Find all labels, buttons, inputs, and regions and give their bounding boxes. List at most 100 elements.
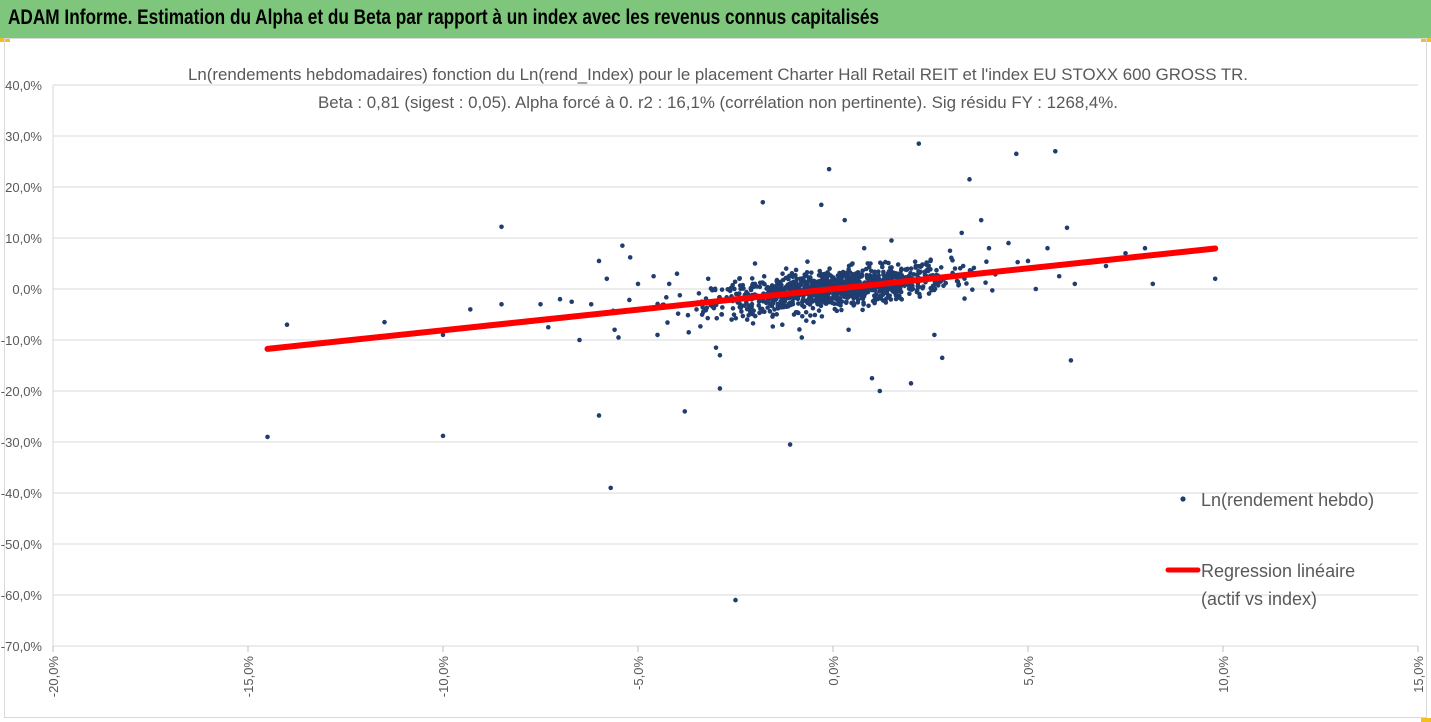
data-point xyxy=(798,282,804,287)
data-point xyxy=(810,305,816,311)
data-point xyxy=(860,307,865,313)
data-point xyxy=(803,309,809,315)
data-point xyxy=(440,433,446,439)
data-point xyxy=(819,314,825,319)
data-point xyxy=(730,306,736,311)
data-point xyxy=(803,318,809,323)
data-point xyxy=(775,303,781,309)
data-point xyxy=(765,284,771,290)
data-point xyxy=(818,302,823,307)
x-axis: -20,0% -15,0% -10,0% -5,0% 0,0% 5,0% 10,0% 15,0… xyxy=(46,645,1426,697)
data-point xyxy=(793,267,799,273)
data-point xyxy=(682,409,688,414)
data-point xyxy=(1053,149,1058,154)
x-tick-label: 10,0% xyxy=(1216,656,1231,693)
data-point xyxy=(877,388,883,394)
data-point xyxy=(868,268,874,274)
data-point xyxy=(677,292,683,298)
data-point xyxy=(887,293,892,298)
data-point xyxy=(804,269,810,275)
data-point xyxy=(719,312,724,317)
data-point xyxy=(886,269,892,274)
data-point xyxy=(864,274,870,279)
data-point xyxy=(284,322,290,328)
data-point xyxy=(835,277,840,282)
legend-label-line-2: (actif vs index) xyxy=(1201,589,1317,609)
data-point xyxy=(801,304,807,310)
data-point xyxy=(651,273,656,279)
data-point xyxy=(899,266,904,272)
data-point xyxy=(866,303,871,309)
data-point xyxy=(917,270,922,276)
data-point xyxy=(816,308,822,313)
data-point xyxy=(700,305,705,310)
data-point xyxy=(990,288,995,293)
data-point xyxy=(855,300,861,305)
data-point xyxy=(756,303,762,308)
chart-title-line1: Ln(rendements hebdomadaires) fonction du… xyxy=(188,65,1248,84)
data-point xyxy=(861,302,866,307)
data-point xyxy=(824,275,830,280)
data-point xyxy=(774,312,780,317)
data-point xyxy=(816,272,822,278)
data-point xyxy=(960,263,966,269)
data-point xyxy=(970,287,975,292)
data-point xyxy=(860,268,866,273)
data-point xyxy=(911,272,917,277)
data-point xyxy=(733,315,739,321)
data-point xyxy=(896,274,902,279)
legend-label-points: Ln(rendement hebdo) xyxy=(1201,490,1374,510)
data-point xyxy=(774,279,780,284)
data-point xyxy=(895,262,901,267)
data-point xyxy=(655,332,660,338)
data-point xyxy=(986,245,992,251)
data-point xyxy=(752,261,758,266)
data-point xyxy=(859,292,865,298)
data-point xyxy=(761,281,767,286)
chart-frame xyxy=(4,38,1427,718)
data-point xyxy=(1072,281,1078,287)
data-point xyxy=(928,258,933,264)
data-point xyxy=(757,280,763,286)
data-point xyxy=(832,301,837,306)
data-point xyxy=(907,291,912,296)
data-point xyxy=(809,270,814,275)
data-point xyxy=(790,299,795,304)
data-point xyxy=(749,301,755,307)
data-point xyxy=(616,335,621,340)
data-point xyxy=(863,266,869,272)
y-tick-label: -60,0% xyxy=(1,588,43,603)
data-point xyxy=(825,270,830,275)
data-point xyxy=(499,224,504,230)
data-point xyxy=(685,312,691,318)
data-point xyxy=(698,324,703,329)
data-point xyxy=(893,270,898,276)
data-point xyxy=(499,302,504,307)
data-point xyxy=(938,265,944,270)
data-point xyxy=(790,274,796,280)
data-point xyxy=(752,313,758,319)
data-point xyxy=(744,289,749,295)
data-point xyxy=(889,238,894,243)
data-point xyxy=(800,276,806,281)
data-point xyxy=(962,296,967,301)
y-tick-label: 0,0% xyxy=(12,282,42,297)
data-point xyxy=(699,312,705,317)
data-point xyxy=(569,299,574,305)
data-point xyxy=(712,287,718,293)
y-tick-label: -40,0% xyxy=(1,486,43,501)
data-point xyxy=(791,312,797,317)
data-point xyxy=(826,166,832,172)
data-point xyxy=(733,597,738,603)
data-point xyxy=(971,265,977,271)
data-point xyxy=(1045,245,1050,251)
report-banner: ADAM Informe. Estimation du Alpha et du … xyxy=(0,0,1431,38)
y-tick-label: -70,0% xyxy=(1,639,43,654)
banner-corner-left xyxy=(0,38,10,42)
data-point xyxy=(744,317,750,322)
data-point xyxy=(902,283,907,289)
data-point xyxy=(908,266,914,271)
data-point xyxy=(833,296,838,301)
data-point xyxy=(731,312,737,317)
